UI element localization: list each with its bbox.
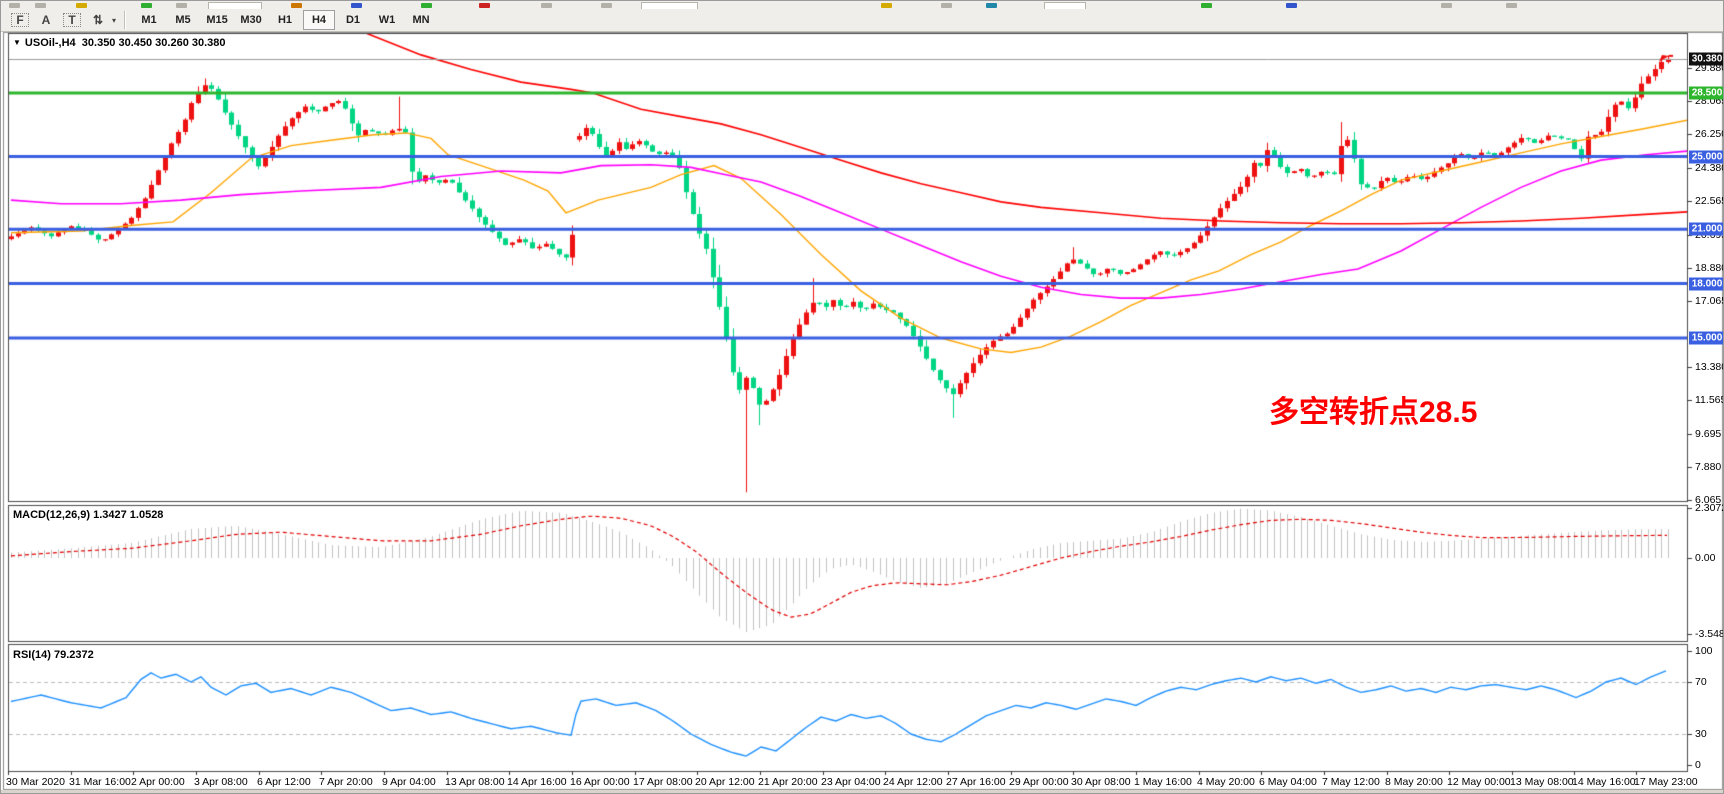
time-axis-label: 21 Apr 20:00 [758, 776, 818, 788]
price-level-box: 18.000 [1689, 277, 1723, 291]
price-tick-label: 22.565 [1695, 194, 1724, 207]
time-axis-label: 8 May 20:00 [1385, 776, 1443, 788]
rsi-tick-label: 70 [1695, 676, 1707, 688]
price-level-box: 21.000 [1689, 222, 1723, 236]
time-axis-label: 7 Apr 20:00 [319, 776, 373, 788]
object-cycle-icon-glyph: ⇅ [92, 13, 104, 27]
time-axis-label: 12 May 00:00 [1447, 776, 1511, 788]
time-axis-label: 27 Apr 16:00 [946, 776, 1006, 788]
price-tick-label: 24.380 [1695, 161, 1724, 174]
price-tick-label: 13.380 [1695, 361, 1724, 374]
time-axis-label: 1 May 16:00 [1134, 776, 1192, 788]
symbol-name: USOil-,H4 [24, 37, 76, 49]
indicator-grid-icon-glyph: F [16, 13, 24, 27]
time-axis-label: 13 May 08:00 [1510, 776, 1574, 788]
time-axis-label: 30 Apr 08:00 [1071, 776, 1131, 788]
time-axis-label: 17 Apr 08:00 [633, 776, 693, 788]
time-axis-label: 6 Apr 12:00 [257, 776, 311, 788]
time-axis-label: 30 Mar 2020 [6, 776, 65, 788]
text-label-icon[interactable]: A [35, 11, 57, 29]
rsi-tick-label: 30 [1695, 728, 1707, 740]
macd-tick-label: 2.3072 [1695, 502, 1724, 515]
price-tick-label: 9.695 [1695, 428, 1722, 441]
price-level-box: 30.380 [1689, 52, 1723, 66]
price-tick-label: 7.880 [1695, 461, 1722, 474]
macd-tick-label: 0.00 [1695, 552, 1716, 564]
ohlc-values: 30.350 30.450 30.260 30.380 [81, 37, 226, 49]
chart-annotation-text: 多空转折点28.5 [1269, 396, 1478, 429]
text-box-icon-glyph: T [68, 13, 76, 27]
price-tick-label: 17.065 [1695, 294, 1724, 307]
macd-label: MACD(12,26,9) 1.3427 1.0528 [13, 509, 164, 521]
rsi-tick-label: 100 [1695, 645, 1713, 657]
time-axis-label: 6 May 04:00 [1259, 776, 1317, 788]
time-axis-label: 14 Apr 16:00 [507, 776, 567, 788]
time-axis-label: 13 Apr 08:00 [445, 776, 505, 788]
rsi-label: RSI(14) 79.2372 [13, 649, 94, 661]
price-tick-label: 11.565 [1695, 394, 1724, 407]
price-level-box: 28.500 [1689, 86, 1723, 100]
time-axis-label: 9 Apr 04:00 [382, 776, 436, 788]
window-bottom-edge [1, 790, 1723, 793]
time-axis-label: 20 Apr 12:00 [695, 776, 755, 788]
price-tick-label: 18.880 [1695, 261, 1724, 274]
price-level-box: 25.000 [1689, 150, 1723, 164]
time-axis-label: 14 May 16:00 [1572, 776, 1636, 788]
time-axis-label: 3 Apr 08:00 [194, 776, 248, 788]
price-level-box: 15.000 [1689, 331, 1723, 345]
time-axis-label: 29 Apr 00:00 [1009, 776, 1069, 788]
chevron-down-icon[interactable]: ▼ [13, 38, 21, 47]
rsi-tick-label: 0 [1695, 759, 1701, 771]
text-label-icon-glyph: A [41, 13, 51, 27]
time-axis-label: 4 May 20:00 [1197, 776, 1255, 788]
price-tick-label: 6.065 [1695, 494, 1722, 507]
symbol-ohlc-label[interactable]: ▼ USOil-,H4 30.350 30.450 30.260 30.380 [13, 37, 226, 49]
time-axis-label: 17 May 23:00 [1634, 776, 1698, 788]
time-axis-label: 16 Apr 00:00 [570, 776, 630, 788]
macd-tick-label: -3.5484 [1695, 628, 1723, 641]
price-tick-label: 26.250 [1695, 127, 1724, 140]
time-axis-label: 31 Mar 16:00 [69, 776, 131, 788]
object-cycle-icon[interactable]: ⇅ [87, 11, 109, 29]
time-axis-label: 24 Apr 12:00 [883, 776, 943, 788]
time-axis-label: 2 Apr 00:00 [131, 776, 185, 788]
time-axis-label: 7 May 12:00 [1322, 776, 1380, 788]
time-axis-label: 23 Apr 04:00 [821, 776, 881, 788]
